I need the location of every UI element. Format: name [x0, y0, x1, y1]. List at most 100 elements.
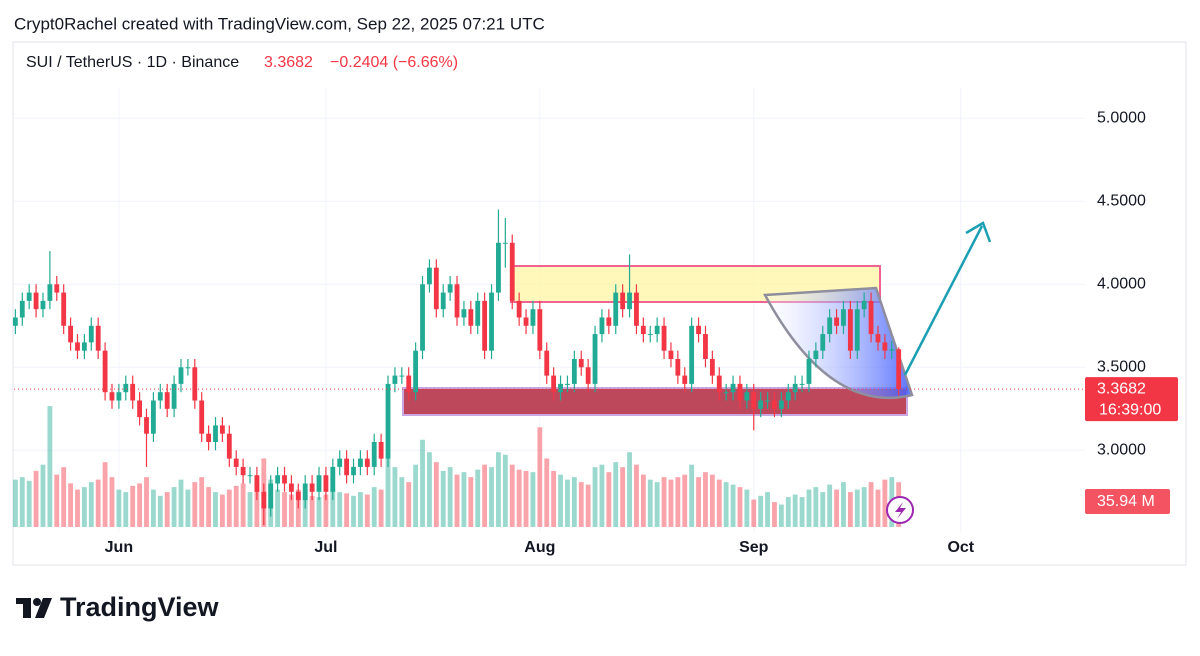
candle-body: [758, 400, 764, 409]
candle-body: [496, 242, 501, 293]
projection-arrow: [903, 225, 984, 376]
y-tick-label: 5.0000: [1097, 109, 1146, 126]
support-zone: [402, 387, 908, 416]
candle-body: [254, 475, 260, 492]
candle-body: [358, 458, 363, 467]
header-change: −0.2404 (−6.66%): [330, 54, 458, 71]
candle-body: [12, 317, 18, 326]
candle-body: [523, 317, 529, 326]
volume-bar: [19, 477, 25, 527]
logo-mark: [16, 598, 52, 618]
volume-bar: [399, 477, 405, 527]
volume-bar: [413, 464, 419, 527]
volume-bar: [696, 477, 701, 527]
candle-body: [75, 342, 80, 351]
countdown: 16:39:00: [1099, 401, 1161, 418]
volume-bar: [468, 477, 474, 527]
candle-body: [530, 309, 536, 326]
candle-body: [813, 350, 819, 359]
candle-body: [509, 242, 515, 301]
candle-body: [668, 350, 674, 359]
candle-body: [288, 483, 294, 492]
candle-body: [61, 292, 67, 326]
volume-bar: [247, 492, 253, 527]
candle-body: [558, 383, 563, 393]
candle-body: [751, 392, 757, 409]
candle-body: [778, 400, 784, 409]
volume-bar: [882, 479, 888, 527]
volume-bar: [827, 484, 833, 527]
volume-bar: [772, 502, 777, 527]
volume-bar: [668, 479, 674, 527]
logo-text: TradingView: [60, 592, 220, 622]
volume-bar: [682, 474, 688, 527]
candle-body: [861, 300, 867, 310]
candle-body: [150, 400, 156, 434]
candle-body: [109, 392, 115, 401]
candle-body: [489, 292, 494, 351]
volume-bar: [785, 497, 791, 527]
alert-bolt: [895, 502, 906, 519]
candle-body: [654, 325, 660, 335]
candles: [12, 209, 902, 526]
volume-label: 35.94 M: [1097, 493, 1155, 510]
candle-body: [834, 317, 839, 326]
x-tick-label: Jul: [314, 539, 337, 556]
volume-bar: [178, 479, 184, 527]
volume-bar: [309, 495, 315, 527]
candle-body: [475, 300, 481, 326]
volume-bar: [454, 474, 460, 527]
candle-body: [772, 400, 777, 409]
candle-body: [192, 367, 198, 401]
candle-body: [144, 417, 149, 434]
volume-bar: [606, 472, 612, 527]
candle-body: [157, 392, 163, 401]
volume-bar: [47, 406, 53, 527]
last-price-badge: [1085, 377, 1178, 422]
candle-body: [482, 300, 488, 351]
volume-bar: [102, 462, 108, 527]
volume-bar: [358, 492, 363, 527]
candle-body: [544, 350, 550, 376]
candle-body: [447, 284, 453, 293]
candle-body: [68, 325, 74, 343]
volume-bar: [861, 487, 867, 527]
candle-body: [882, 342, 888, 351]
candle-body: [820, 334, 826, 351]
candle-body: [854, 309, 860, 351]
candle-body: [792, 383, 798, 393]
volume-bar: [316, 497, 322, 527]
volume-bar: [792, 494, 798, 527]
candle-body: [275, 475, 281, 484]
volume-bar: [751, 499, 757, 527]
volume-bar: [765, 492, 770, 527]
price-axis: 3.0000 3.5000 4.0000 4.5000 5.0000 Jun Jul Aug S…: [14, 109, 1178, 556]
volume-bar: [26, 480, 32, 527]
volume-bar: [206, 487, 212, 527]
candle-body: [102, 350, 108, 393]
volume-bar: [12, 479, 18, 527]
volume-bar: [475, 469, 481, 527]
candle-body: [868, 300, 874, 335]
candle-body: [233, 458, 239, 467]
symbol: SUI / TetherUS · 1D · Binance: [26, 54, 239, 71]
candle-body: [461, 309, 467, 318]
candle-body: [123, 383, 129, 393]
candle-body: [392, 375, 398, 384]
pattern-wedge: [762, 286, 914, 400]
volume-bar: [489, 467, 494, 527]
volume-bar: [841, 482, 846, 527]
volume-bar: [502, 454, 508, 527]
volume-bar: [371, 487, 377, 527]
volume-bar: [571, 477, 577, 527]
candle-body: [896, 349, 902, 390]
candle-body: [40, 300, 46, 310]
volume-bar: [585, 484, 591, 527]
volume-bar: [440, 470, 446, 527]
volume-bar: [330, 489, 336, 527]
volume-bar: [240, 483, 246, 527]
candle-body: [351, 466, 356, 476]
candle-body: [806, 358, 812, 384]
volume-bar: [344, 493, 350, 527]
